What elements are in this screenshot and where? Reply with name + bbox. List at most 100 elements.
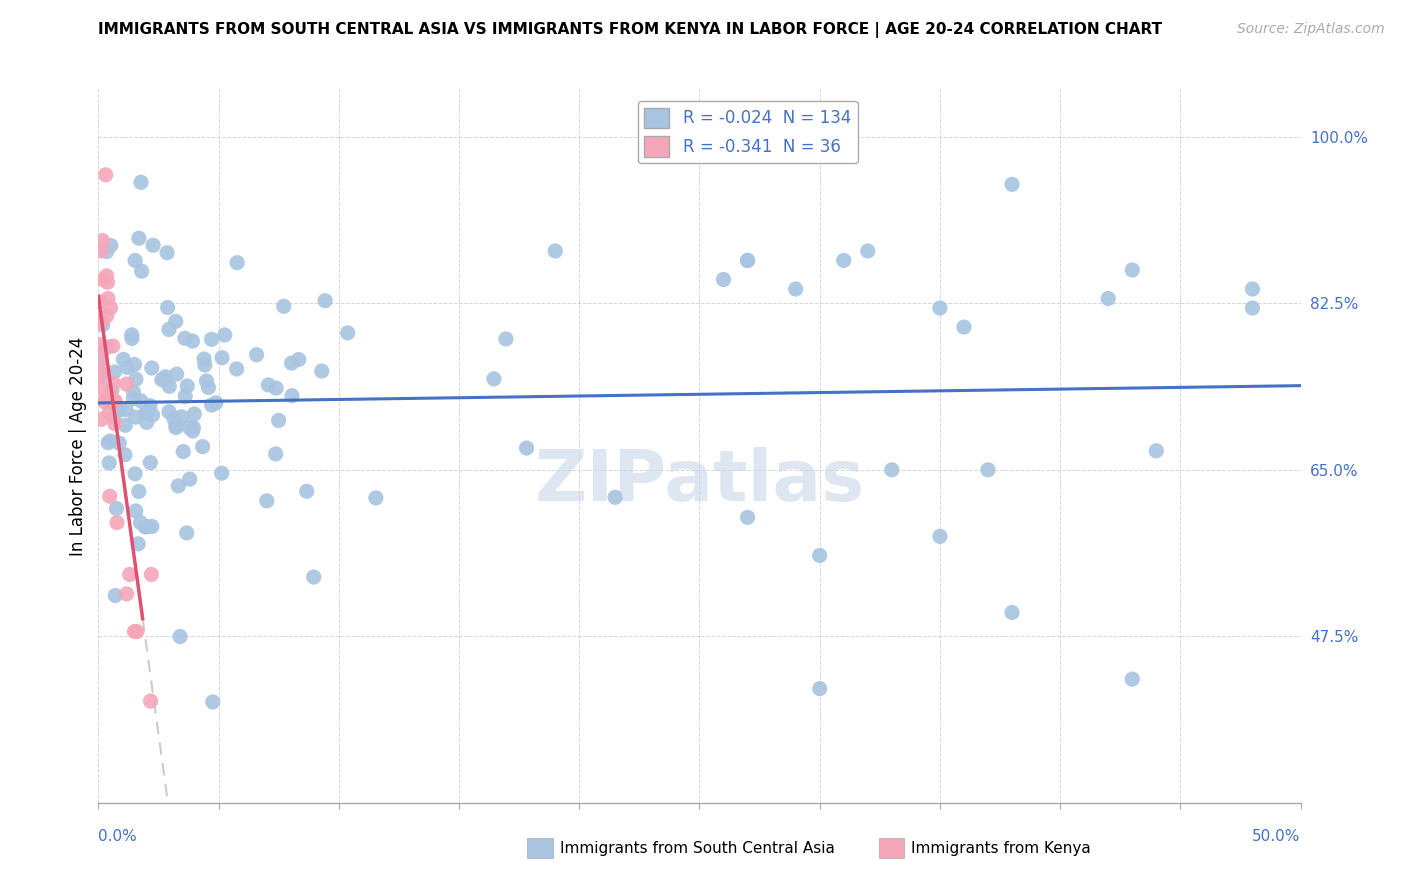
Point xyxy=(201,398,224,412)
Point xyxy=(101,339,124,353)
Point xyxy=(179,472,201,486)
Y-axis label: In Labor Force | Age 20-24: In Labor Force | Age 20-24 xyxy=(69,336,87,556)
Point xyxy=(105,501,128,516)
Point xyxy=(122,392,145,406)
Point xyxy=(1144,443,1167,458)
Text: 0.0%: 0.0% xyxy=(98,830,138,844)
Point xyxy=(125,504,148,518)
Point xyxy=(157,405,180,419)
Point xyxy=(115,360,138,375)
Point xyxy=(91,272,114,286)
Point xyxy=(90,359,112,374)
Point xyxy=(516,441,538,455)
Point xyxy=(1241,282,1264,296)
Text: Source: ZipAtlas.com: Source: ZipAtlas.com xyxy=(1237,22,1385,37)
Point xyxy=(176,525,198,540)
Point xyxy=(96,309,118,323)
Point xyxy=(1121,672,1143,686)
Point xyxy=(94,392,117,406)
Point xyxy=(172,444,194,458)
Point xyxy=(124,624,146,639)
Point xyxy=(273,299,295,313)
Point xyxy=(295,484,318,499)
Point xyxy=(90,314,112,328)
Point xyxy=(737,253,759,268)
Point xyxy=(104,589,127,603)
Point xyxy=(124,410,146,425)
Point xyxy=(103,376,125,391)
Point xyxy=(165,418,187,433)
Point xyxy=(115,377,138,392)
Point xyxy=(928,301,950,315)
Text: 50.0%: 50.0% xyxy=(1253,830,1301,844)
Point xyxy=(287,352,309,367)
Point xyxy=(121,331,143,345)
Point xyxy=(115,402,138,417)
Point xyxy=(165,314,187,328)
Point xyxy=(200,332,222,346)
Point xyxy=(101,384,124,398)
Point xyxy=(104,395,127,409)
Point xyxy=(135,415,157,429)
Point xyxy=(302,570,325,584)
Point xyxy=(94,168,117,182)
Point xyxy=(157,379,180,393)
Point xyxy=(103,365,125,379)
Text: IMMIGRANTS FROM SOUTH CENTRAL ASIA VS IMMIGRANTS FROM KENYA IN LABOR FORCE | AGE: IMMIGRANTS FROM SOUTH CENTRAL ASIA VS IM… xyxy=(98,22,1163,38)
Point xyxy=(98,489,121,503)
Point xyxy=(1121,263,1143,277)
Point xyxy=(1241,301,1264,315)
Point xyxy=(163,412,186,426)
Point xyxy=(264,447,287,461)
Point xyxy=(97,340,120,354)
Point xyxy=(108,436,131,450)
Point xyxy=(179,420,201,434)
Point xyxy=(737,510,759,524)
Point xyxy=(100,238,122,252)
Legend: R = -0.024  N = 134, R = -0.341  N = 36: R = -0.024 N = 134, R = -0.341 N = 36 xyxy=(637,101,858,163)
Point xyxy=(124,253,146,268)
Point xyxy=(91,234,114,248)
Point xyxy=(280,356,302,370)
Point xyxy=(141,519,163,533)
Point xyxy=(89,294,111,309)
Point xyxy=(495,332,517,346)
Point xyxy=(1097,292,1119,306)
Point xyxy=(97,435,120,450)
Point xyxy=(225,362,247,376)
Point xyxy=(129,175,152,189)
Point xyxy=(211,351,233,365)
Point xyxy=(267,413,290,427)
Point xyxy=(204,396,226,410)
Point xyxy=(165,420,187,434)
Point xyxy=(89,313,111,327)
Point xyxy=(90,344,112,359)
Point xyxy=(134,520,156,534)
Point xyxy=(91,318,114,332)
Point xyxy=(127,537,149,551)
Point xyxy=(94,395,117,409)
Point xyxy=(1001,178,1024,192)
Point xyxy=(364,491,387,505)
Point xyxy=(713,272,735,286)
Point xyxy=(181,334,204,348)
Point xyxy=(89,380,111,394)
Point xyxy=(737,253,759,268)
Point xyxy=(96,268,118,283)
Point xyxy=(98,456,121,470)
Point xyxy=(122,385,145,400)
Point xyxy=(98,406,121,420)
Point xyxy=(150,373,173,387)
Point xyxy=(135,406,157,420)
Point xyxy=(195,374,218,388)
Point xyxy=(90,367,112,381)
Point xyxy=(167,479,190,493)
Point xyxy=(311,364,333,378)
Point xyxy=(114,448,136,462)
Point xyxy=(183,420,205,434)
Point xyxy=(183,407,205,421)
Point xyxy=(142,408,165,422)
Point xyxy=(856,244,879,258)
Point xyxy=(110,402,132,417)
Point xyxy=(336,326,359,340)
